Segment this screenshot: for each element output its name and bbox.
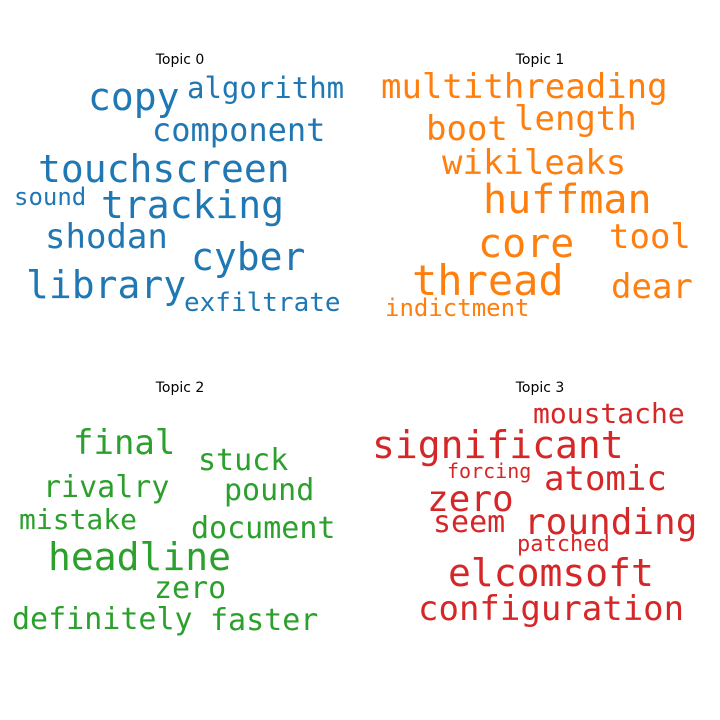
topic-3-word: elcomsoft xyxy=(448,551,654,595)
topic-1-word: multithreading xyxy=(381,67,668,107)
topic-3-word: patched xyxy=(517,532,610,557)
topic-3-word: significant xyxy=(372,423,624,467)
topic-2-word: faster xyxy=(210,603,319,638)
topic-3-word: rounding xyxy=(524,502,698,543)
topic-3-word: atomic xyxy=(544,459,667,499)
topic-2-word: headline xyxy=(48,535,232,579)
topic-2-title: Topic 2 xyxy=(155,380,205,396)
topic-0-word: cyber xyxy=(191,235,306,279)
topic-2-panel: Topic 2 final stuck rivalry pound mistak… xyxy=(0,328,360,688)
topic-0-word: component xyxy=(152,111,326,149)
topic-3-word: zero xyxy=(427,479,514,520)
topic-1-word: core xyxy=(478,221,575,267)
topic-2-word: rivalry xyxy=(43,470,170,505)
topic-3-word: configuration xyxy=(418,589,685,629)
topic-2-word: document xyxy=(191,511,336,546)
topic-3-word: forcing xyxy=(447,459,532,483)
topic-0-panel: Topic 0 copy algorithm component touchsc… xyxy=(0,0,360,360)
topic-0-word: touchscreen xyxy=(38,147,290,191)
topic-3-word: moustache xyxy=(533,397,685,430)
topic-1-word: length xyxy=(514,99,637,139)
topic-3-panel: Topic 3 moustache significant forcing at… xyxy=(360,328,720,688)
topic-0-word: copy xyxy=(88,75,180,119)
topic-2-word: definitely xyxy=(12,602,193,637)
topic-1-word: indictment xyxy=(385,294,530,322)
topic-0-word: tracking xyxy=(101,183,285,227)
topic-1-word: thread xyxy=(412,256,564,305)
topic-1-title: Topic 1 xyxy=(515,52,565,68)
topic-0-word: shodan xyxy=(45,217,168,257)
topic-0-word: library xyxy=(26,263,187,307)
topic-1-word: tool xyxy=(609,217,691,257)
topic-0-title: Topic 0 xyxy=(155,52,205,68)
topic-1-panel: Topic 1 multithreading length boot wikil… xyxy=(360,0,720,360)
topic-2-word: stuck xyxy=(198,443,289,478)
topic-2-word: zero xyxy=(154,571,227,606)
topic-1-word: wikileaks xyxy=(442,143,627,183)
topic-1-word: dear xyxy=(611,267,693,307)
topic-2-word: pound xyxy=(224,473,315,508)
topic-0-word: sound xyxy=(14,183,87,211)
topic-3-word: seem xyxy=(433,505,506,540)
topic-1-word: huffman xyxy=(483,177,652,223)
topic-0-word: algorithm xyxy=(187,71,345,105)
topic-3-title: Topic 3 xyxy=(515,380,565,396)
topic-0-word: exfiltrate xyxy=(184,288,341,318)
topic-1-word: boot xyxy=(426,109,508,149)
topic-2-word: final xyxy=(73,423,176,463)
topic-2-word: mistake xyxy=(19,503,138,536)
